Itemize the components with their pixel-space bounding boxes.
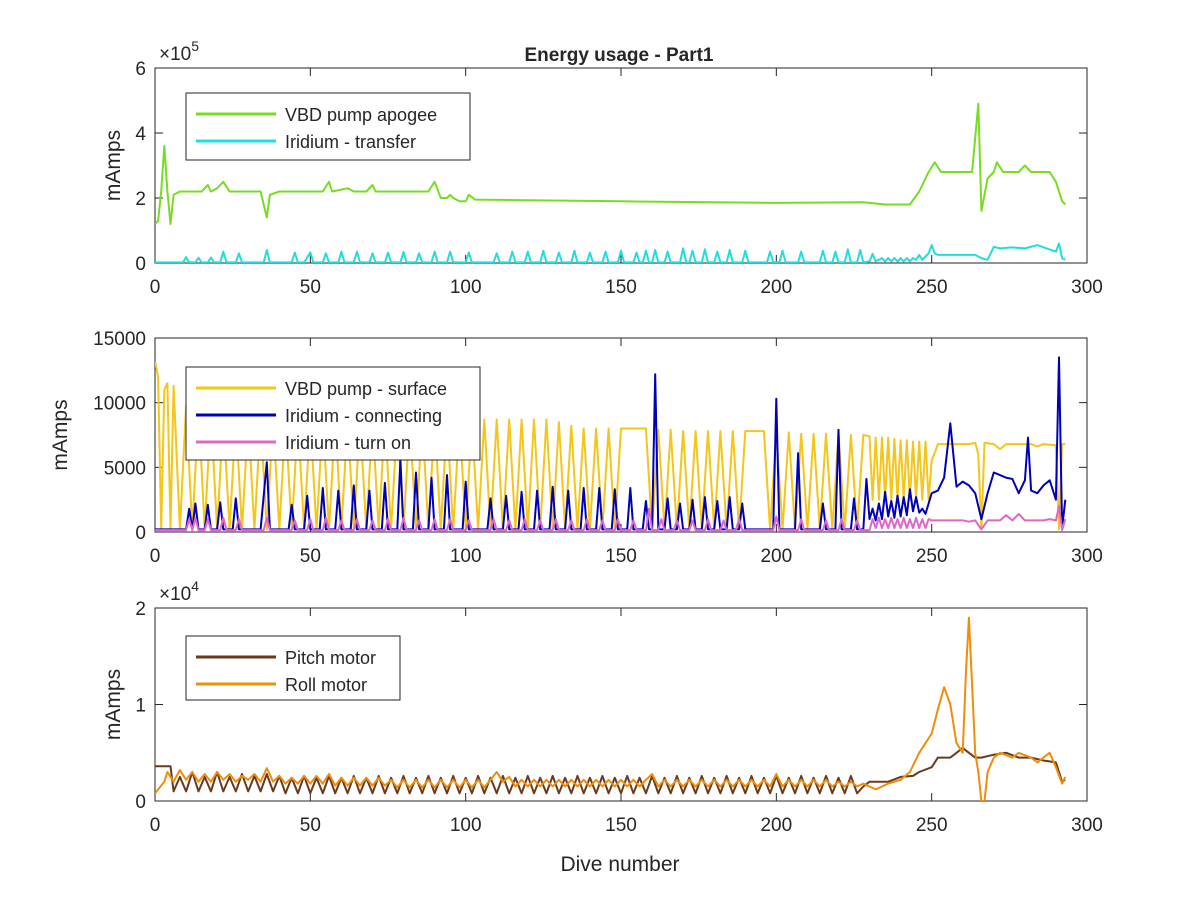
x-tick-label: 50 bbox=[300, 546, 321, 567]
x-tick-label: 250 bbox=[916, 815, 948, 836]
x-tick-label: 200 bbox=[760, 546, 792, 567]
series-group bbox=[155, 616, 1067, 801]
x-tick-label: 0 bbox=[150, 815, 161, 836]
legend: VBD pump - surface Iridium - connecting Ir… bbox=[185, 366, 481, 461]
x-tick-label: 150 bbox=[605, 815, 637, 836]
x-tick-label: 150 bbox=[605, 277, 637, 298]
x-tick-label: 250 bbox=[916, 546, 948, 567]
series-group bbox=[155, 356, 1067, 532]
y-axis-exponent: ×105 bbox=[159, 38, 199, 65]
x-tick-label: 200 bbox=[760, 277, 792, 298]
x-tick-label: 300 bbox=[1071, 815, 1103, 836]
legend-label: VBD pump - surface bbox=[285, 379, 447, 399]
y-tick-label: 0 bbox=[135, 792, 146, 813]
x-tick-label: 100 bbox=[450, 815, 482, 836]
y-tick-label: 5000 bbox=[104, 458, 146, 479]
y-tick-label: 0 bbox=[135, 254, 146, 275]
y-axis-exponent: ×104 bbox=[159, 578, 199, 605]
x-tick-label: 100 bbox=[450, 277, 482, 298]
x-tick-label: 50 bbox=[300, 277, 321, 298]
legend-label: Iridium - turn on bbox=[285, 433, 411, 453]
x-tick-label: 100 bbox=[450, 546, 482, 567]
series-line-2 bbox=[155, 356, 1067, 531]
legend-box bbox=[185, 635, 401, 701]
y-tick-label: 1 bbox=[135, 696, 146, 717]
legend-label: Pitch motor bbox=[285, 648, 376, 668]
y-axis-label: mAmps bbox=[102, 130, 125, 201]
y-tick-label: 15000 bbox=[93, 329, 146, 350]
y-tick-label: 2 bbox=[135, 599, 146, 620]
legend-label: VBD pump apogee bbox=[285, 105, 437, 125]
series-line-2 bbox=[155, 242, 1066, 263]
x-tick-label: 250 bbox=[916, 277, 948, 298]
y-tick-label: 2 bbox=[135, 189, 146, 210]
subplot-1: 0 50 100 150 200 250 300 0 2 4 6 ×105 mAmps VBD pump … bbox=[102, 38, 1103, 298]
series-line-1 bbox=[155, 746, 1066, 795]
x-tick-label: 50 bbox=[300, 815, 321, 836]
subplot-3: 0 50 100 150 200 250 300 0 1 2 ×104 mAmps Pitch moto… bbox=[102, 578, 1103, 836]
series-line-3 bbox=[155, 505, 1067, 532]
x-axis-label: Dive number bbox=[560, 853, 679, 876]
legend-label: Iridium - connecting bbox=[285, 406, 442, 426]
y-tick-label: 0 bbox=[135, 523, 146, 544]
series-group bbox=[155, 102, 1067, 263]
y-axis-label: mAmps bbox=[102, 669, 125, 740]
y-axis-label: mAmps bbox=[49, 399, 72, 470]
legend-label: Iridium - transfer bbox=[285, 132, 416, 152]
x-tick-label: 200 bbox=[760, 815, 792, 836]
series-line-1 bbox=[155, 102, 1067, 225]
legend: VBD pump apogee Iridium - transfer bbox=[185, 92, 471, 161]
x-tick-label: 0 bbox=[150, 277, 161, 298]
x-tick-label: 150 bbox=[605, 546, 637, 567]
subplot-2: 0 50 100 150 200 250 300 0 5000 10000 15000 mAmps VB… bbox=[49, 329, 1103, 567]
y-tick-label: 6 bbox=[135, 59, 146, 80]
x-tick-label: 0 bbox=[150, 546, 161, 567]
legend-label: Roll motor bbox=[285, 675, 367, 695]
series-line-2 bbox=[155, 616, 1067, 801]
y-tick-label: 4 bbox=[135, 124, 146, 145]
x-tick-label: 300 bbox=[1071, 546, 1103, 567]
y-tick-label: 10000 bbox=[93, 394, 146, 415]
x-tick-label: 300 bbox=[1071, 277, 1103, 298]
figure-title: Energy usage - Part1 bbox=[524, 45, 713, 66]
legend: Pitch motor Roll motor bbox=[185, 635, 401, 701]
legend-box bbox=[185, 92, 471, 161]
